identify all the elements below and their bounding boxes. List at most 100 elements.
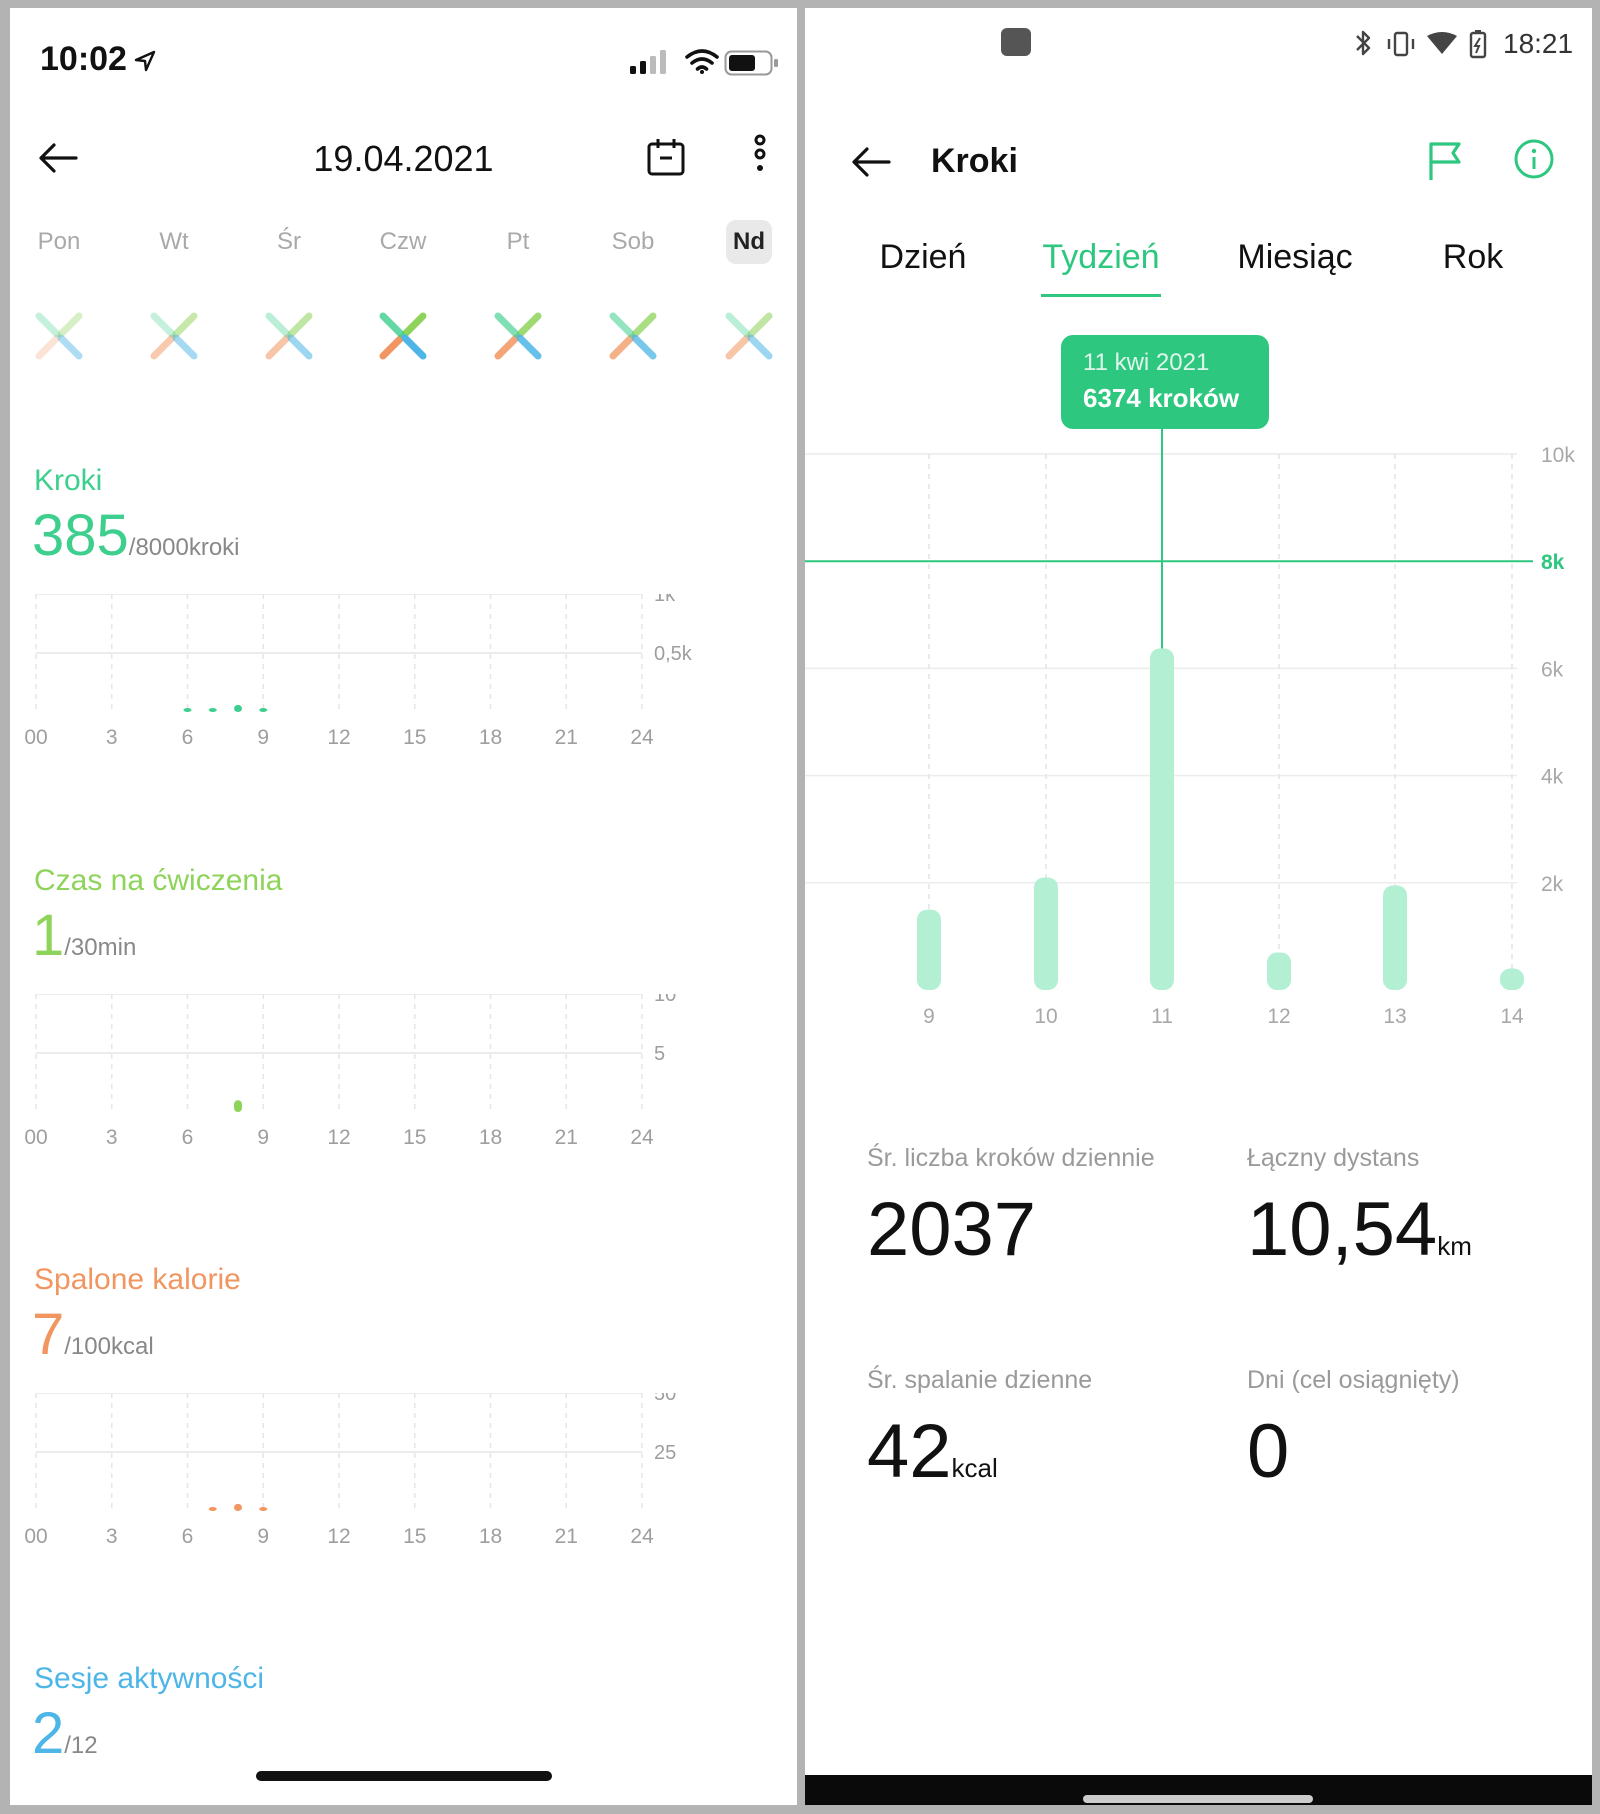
- avg-steps-stat: Śr. liczba kroków dziennie 2037: [867, 1144, 1155, 1291]
- x-tick-label: 15: [403, 1525, 426, 1548]
- chart-bar: [1500, 968, 1524, 990]
- x-tick-label: 11: [1151, 1005, 1173, 1028]
- x-tick-label: 12: [327, 1525, 350, 1548]
- weekday-selector: Pon Wt Śr Czw Pt Sob Nd: [10, 220, 797, 270]
- x-tick-label: 21: [555, 1525, 578, 1548]
- weekday-mon[interactable]: Pon: [37, 228, 81, 255]
- calories-title: Spalone kalorie: [34, 1263, 241, 1296]
- x-tick-label: 12: [327, 1126, 350, 1149]
- x-tick-label: 6: [182, 1126, 194, 1149]
- x-tick-label: 14: [1500, 1005, 1524, 1028]
- tab-day[interactable]: Dzień: [879, 238, 967, 276]
- calories-value: 7/100kcal: [32, 1302, 154, 1367]
- distance-label: Łączny dystans: [1247, 1144, 1420, 1172]
- x-tick-label: 10: [1034, 1005, 1057, 1028]
- activity-ring-icon: [609, 312, 657, 360]
- tab-year[interactable]: Rok: [1442, 238, 1504, 276]
- x-tick-label: 3: [106, 726, 118, 749]
- steps-header: Kroki: [805, 118, 1592, 198]
- weekday-fri[interactable]: Pt: [506, 228, 530, 255]
- active-tab-indicator: [1041, 294, 1161, 297]
- calories-section[interactable]: Spalone kalorie 7/100kcal 50 25 00 3 6 9 12 15 1…: [10, 1263, 797, 1563]
- y-tick-label: 50: [654, 1393, 676, 1405]
- chart-bar: [1150, 648, 1174, 990]
- x-tick-label: 24: [630, 726, 654, 749]
- weekday-tue[interactable]: Wt: [159, 228, 189, 255]
- gesture-handle[interactable]: [1083, 1795, 1313, 1803]
- tab-week[interactable]: Tydzień: [1042, 238, 1160, 276]
- weekly-steps-chart[interactable]: 10k 8k 6k 4k 2k 9 10 11 12 13 14: [805, 428, 1592, 1028]
- y-tick-label: 25: [654, 1442, 676, 1464]
- y-tick-label: 6k: [1541, 658, 1564, 681]
- wifi-signal-icon: [1427, 32, 1457, 54]
- y-tick-label: 10k: [1541, 444, 1575, 467]
- steps-goal: /8000kroki: [128, 534, 240, 561]
- goal-days-label: Dni (cel osiągnięty): [1247, 1366, 1460, 1394]
- chart-bar: [259, 708, 268, 712]
- goal-days-stat: Dni (cel osiągnięty) 0: [1247, 1366, 1460, 1513]
- x-tick-label: 00: [24, 726, 47, 749]
- x-tick-label: 15: [403, 726, 426, 749]
- exercise-section[interactable]: Czas na ćwiczenia 1/30min 10 5 00 3 6 9 12 15 18…: [10, 864, 797, 1164]
- steps-value: 385/8000kroki: [32, 503, 240, 568]
- chart-bar: [208, 1507, 217, 1511]
- flag-goal-icon[interactable]: [1427, 140, 1463, 182]
- selected-bar-tooltip: 11 kwi 2021 6374 kroków: [1061, 335, 1269, 429]
- x-tick-label: 21: [555, 1126, 578, 1149]
- status-time: 10:02: [40, 40, 127, 78]
- steps-section[interactable]: Kroki 385/8000kroki 1k 0,5k 00 3 6 9 12 15 18 21 2…: [10, 464, 797, 764]
- cellular-signal-icon: [630, 50, 666, 74]
- x-tick-label: 24: [630, 1126, 654, 1149]
- vibrate-icon: [1387, 31, 1415, 57]
- x-tick-label: 9: [257, 1525, 269, 1548]
- back-arrow-icon[interactable]: [849, 144, 893, 180]
- avg-burn-value: 42kcal: [867, 1409, 998, 1494]
- weekday-sun[interactable]: Nd: [726, 220, 772, 264]
- day-header: 19.04.2021: [10, 118, 797, 198]
- chart-bar: [234, 1503, 242, 1511]
- exercise-title: Czas na ćwiczenia: [34, 864, 283, 897]
- more-options-icon[interactable]: [750, 134, 770, 174]
- x-tick-label: 18: [479, 1126, 502, 1149]
- chart-bar: [234, 704, 242, 712]
- android-nav-bar: [805, 1775, 1592, 1805]
- weekday-wed[interactable]: Śr: [277, 228, 301, 255]
- location-arrow-icon: [134, 50, 156, 72]
- x-tick-label: 21: [555, 726, 578, 749]
- right-phone-screen: 18:21 Kroki Dzień Tydzień Miesiąc Rok 10…: [805, 8, 1592, 1805]
- x-tick-label: 6: [182, 726, 194, 749]
- exercise-goal: /30min: [64, 934, 137, 961]
- weekday-sat[interactable]: Sob: [611, 228, 655, 255]
- calendar-icon[interactable]: [645, 136, 687, 178]
- sessions-goal: /12: [64, 1732, 98, 1759]
- home-indicator[interactable]: [256, 1771, 552, 1781]
- sessions-title: Sesje aktywności: [34, 1662, 265, 1695]
- activity-ring-icon: [725, 312, 773, 360]
- activity-ring-icon: [494, 312, 542, 360]
- back-arrow-icon[interactable]: [36, 140, 80, 176]
- x-tick-label: 3: [106, 1525, 118, 1548]
- info-icon[interactable]: [1513, 138, 1555, 180]
- x-tick-label: 24: [630, 1525, 654, 1548]
- avg-burn-stat: Śr. spalanie dzienne 42kcal: [867, 1366, 1092, 1513]
- avg-burn-unit: kcal: [951, 1453, 998, 1483]
- status-time: 18:21: [1503, 28, 1574, 59]
- y-tick-label: 2k: [1541, 873, 1564, 896]
- steps-hourly-chart: 1k 0,5k 00 3 6 9 12 15 18 21 24: [24, 594, 693, 749]
- tooltip-date: 11 kwi 2021: [1083, 349, 1210, 376]
- sessions-value: 2/12: [32, 1701, 98, 1766]
- avg-steps-value: 2037: [867, 1187, 1037, 1272]
- battery-icon: [724, 50, 778, 76]
- bluetooth-icon: [1356, 30, 1371, 56]
- x-tick-label: 12: [1267, 1005, 1290, 1028]
- activity-ring-icon: [35, 312, 83, 360]
- chart-bar: [259, 1507, 268, 1511]
- chart-bar: [1383, 885, 1407, 990]
- tab-month[interactable]: Miesiąc: [1237, 238, 1353, 276]
- status-icons: [1356, 30, 1487, 59]
- weekday-thu[interactable]: Czw: [379, 228, 427, 255]
- x-tick-label: 9: [257, 726, 269, 749]
- avg-steps-label: Śr. liczba kroków dziennie: [867, 1144, 1155, 1172]
- exercise-hourly-chart: 10 5 00 3 6 9 12 15 18 21 24: [24, 994, 676, 1149]
- sessions-section[interactable]: Sesje aktywności 2/12: [10, 1662, 797, 1802]
